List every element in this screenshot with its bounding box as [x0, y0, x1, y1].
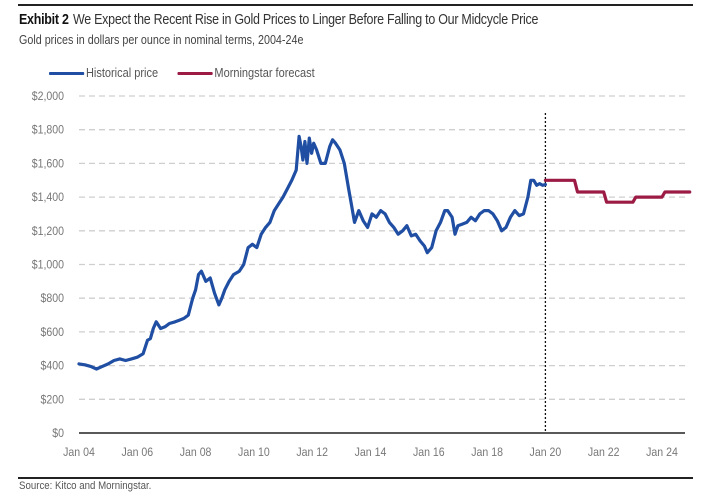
x-tick-label: Jan 04 [63, 446, 95, 459]
y-tick-label: $400 [41, 360, 64, 373]
chart-subtitle: Gold prices in dollars per ounce in nomi… [19, 33, 304, 47]
x-tick-label: Jan 24 [646, 446, 678, 459]
y-tick-label: $1,400 [32, 192, 64, 205]
legend-item-historical: Historical price [49, 66, 158, 80]
x-tick-label: Jan 16 [413, 446, 445, 459]
y-tick-label: $2,000 [32, 90, 64, 103]
y-tick-label: $0 [52, 427, 64, 440]
legend: Historical price Morningstar forecast [49, 66, 334, 80]
legend-item-forecast: Morningstar forecast [177, 66, 315, 80]
chart-title: Exhibit 2 We Expect the Recent Rise in Go… [19, 12, 538, 28]
y-axis-ticks: $0 $200 $400 $600 $800 $1,000 $1,200 $1,400 $1,6… [32, 90, 64, 440]
y-tick-label: $1,200 [32, 225, 64, 238]
source-note: Source: Kitco and Morningstar. [19, 480, 152, 492]
y-tick-label: $800 [41, 293, 64, 306]
legend-label-historical: Historical price [85, 66, 159, 80]
y-tick-label: $600 [41, 326, 64, 339]
chart-title-text: We Expect the Recent Rise in Gold Prices… [72, 12, 539, 28]
y-tick-label: $1,000 [32, 259, 64, 272]
x-axis-ticks: Jan 04 Jan 06 Jan 08 Jan 10 Jan 12 Jan 14 Jan … [63, 446, 678, 459]
x-tick-label: Jan 08 [180, 446, 212, 459]
gridlines [79, 95, 685, 400]
series-line-forecast [543, 178, 692, 204]
series-group [77, 134, 692, 371]
x-tick-label: Jan 18 [471, 446, 503, 459]
legend-label-forecast: Morningstar forecast [214, 66, 315, 80]
x-tick-label: Jan 14 [355, 446, 387, 459]
exhibit-label: Exhibit 2 [19, 12, 69, 28]
top-rule [18, 4, 693, 6]
series-line-historical [77, 134, 548, 371]
y-tick-label: $1,600 [32, 158, 64, 171]
x-tick-label: Jan 10 [238, 446, 270, 459]
legend-swatch-historical [49, 71, 85, 75]
legend-swatch-forecast [177, 71, 213, 75]
x-tick-label: Jan 12 [296, 446, 328, 459]
y-tick-label: $1,800 [32, 124, 64, 137]
x-tick-label: Jan 06 [121, 446, 153, 459]
x-tick-label: Jan 20 [530, 446, 562, 459]
y-tick-label: $200 [41, 394, 64, 407]
bottom-rule [18, 477, 693, 479]
x-tick-label: Jan 22 [588, 446, 620, 459]
